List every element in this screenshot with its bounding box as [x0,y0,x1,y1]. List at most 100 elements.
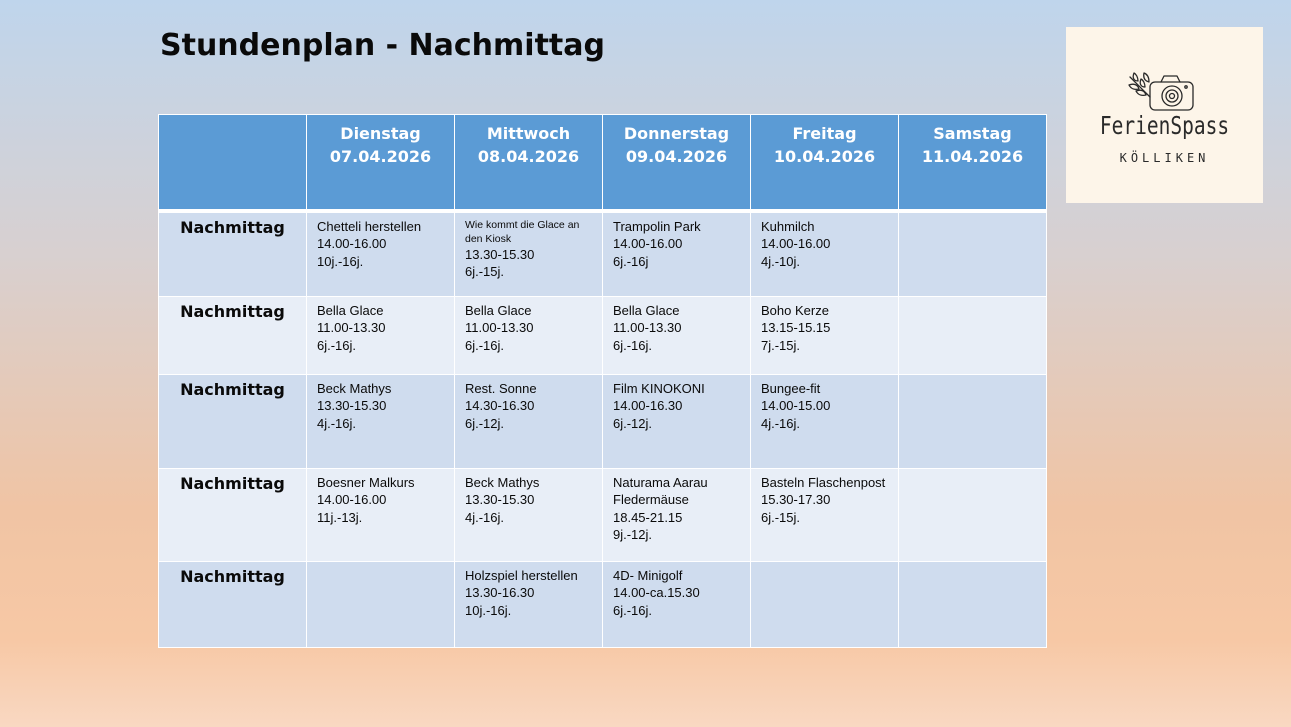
row-label: Nachmittag [158,560,307,648]
activity-name: Wie kommt die Glace an den Kiosk [465,218,580,245]
activity-time: 13.30-15.30 [465,246,535,262]
ferienspass-logo: FerienSpass KÖLLIKEN [1066,27,1263,203]
activity-name: Beck Mathys [317,380,392,396]
activity-cell[interactable]: Bella Glace 11.00-13.30 6j.-16j. [602,295,751,375]
activity-time: 14.30-16.30 [465,398,535,413]
empty-cell [898,295,1047,375]
camera-icon [1128,72,1194,111]
empty-cell [898,467,1047,562]
activity-name: Naturama Aarau [613,474,708,490]
activity-age: 6j.-15j. [465,264,505,279]
activity-name: Trampolin Park [613,218,701,234]
activity-time: 13.30-16.30 [465,585,535,600]
activity-name: Beck Mathys [465,474,540,490]
activity-time: 13.30-15.30 [465,492,535,507]
page-title: Stundenplan - Nachmittag [160,28,605,63]
activity-time: 13.15-15.15 [761,320,831,335]
activity-cell[interactable]: Beck Mathys 13.30-15.30 4j.-16j. [306,373,455,469]
activity-cell[interactable]: Naturama Aarau Fledermäuse 18.45-21.15 9… [602,467,751,562]
table-row: Nachmittag Bella Glace 11.00-13.30 6j.-1… [158,295,1047,375]
activity-time: 15.30-17.30 [761,492,831,507]
activity-cell[interactable]: Bella Glace 11.00-13.30 6j.-16j. [306,295,455,375]
activity-time: 14.00-ca.15.30 [613,585,700,600]
activity-cell[interactable]: Wie kommt die Glace an den Kiosk 13.30-1… [454,210,603,297]
activity-cell[interactable]: Film KINOKONI 14.00-16.30 6j.-12j. [602,373,751,469]
activity-age: 6j.-12j. [465,415,505,431]
row-label: Nachmittag [158,467,307,562]
activity-time: 11.00-13.30 [465,320,534,335]
day-name: Mittwoch [486,124,571,143]
activity-cell[interactable]: Chetteli herstellen 14.00-16.00 10j.-16j… [306,210,455,297]
activity-cell[interactable]: 4D- Minigolf 14.00-ca.15.30 6j.-16j. [602,560,751,648]
day-name: Donnerstag [623,124,730,143]
header-day-donnerstag: Donnerstag 09.04.2026 [602,114,751,213]
activity-age: 6j.-15j. [761,509,801,525]
activity-cell[interactable]: Boesner Malkurs 14.00-16.00 11j.-13j. [306,467,455,562]
activity-name: Bella Glace [613,302,680,318]
activity-cell[interactable]: Boho Kerze 13.15-15.15 7j.-15j. [750,295,899,375]
activity-name: Chetteli herstellen [317,218,422,234]
logo-wordmark: FerienSpass [1099,111,1230,140]
activity-cell[interactable]: Beck Mathys 13.30-15.30 4j.-16j. [454,467,603,562]
activity-time: 14.00-16.00 [613,236,683,251]
activity-name: 4D- Minigolf [613,567,683,583]
table-row: Nachmittag Holzspiel herstellen 13.30-16… [158,560,1047,648]
activity-cell[interactable]: Kuhmilch 14.00-16.00 4j.-10j. [750,210,899,297]
activity-age: 11j.-13j. [317,509,363,525]
day-date: 08.04.2026 [477,147,580,166]
table-row: Nachmittag Chetteli herstellen 14.00-16.… [158,210,1047,297]
empty-cell [898,560,1047,648]
activity-age: 6j.-16j. [613,337,653,353]
activity-age: 6j.-16j. [465,337,505,353]
header-day-dienstag: Dienstag 07.04.2026 [306,114,455,213]
activity-cell[interactable]: Trampolin Park 14.00-16.00 6j.-16j [602,210,751,297]
activity-cell[interactable]: Rest. Sonne 14.30-16.30 6j.-12j. [454,373,603,469]
activity-name: Basteln Flaschenpost [761,474,886,490]
activity-age: 4j.-16j. [465,509,505,525]
activity-cell[interactable]: Basteln Flaschenpost 15.30-17.30 6j.-15j… [750,467,899,562]
activity-time: 14.00-15.00 [761,398,831,413]
activity-time: 14.00-16.00 [317,492,387,507]
activity-age: 6j.-16j. [613,602,653,618]
activity-name: Boho Kerze [761,302,829,318]
activity-name: Film KINOKONI [613,380,705,396]
activity-time: 14.00-16.30 [613,398,683,413]
row-label: Nachmittag [158,295,307,375]
table-row: Nachmittag Beck Mathys 13.30-15.30 4j.-1… [158,373,1047,469]
day-name: Samstag [933,124,1012,143]
activity-name: Bella Glace [317,302,384,318]
activity-age: 6j.-16j. [317,337,357,353]
day-date: 11.04.2026 [921,147,1024,166]
day-date: 07.04.2026 [329,147,432,166]
activity-name: Bella Glace [465,302,532,318]
activity-name: Holzspiel herstellen [465,567,578,583]
row-label: Nachmittag [158,373,307,469]
activity-age: 9j.-12j. [613,527,653,542]
day-date: 09.04.2026 [625,147,728,166]
schedule-table: Dienstag 07.04.2026 Mittwoch 08.04.2026 … [158,114,1047,648]
activity-age: 4j.-10j. [761,253,801,269]
header-day-mittwoch: Mittwoch 08.04.2026 [454,114,603,213]
empty-cell [898,373,1047,469]
header-corner-cell [158,114,307,213]
activity-name: Rest. Sonne [465,380,537,396]
header-day-freitag: Freitag 10.04.2026 [750,114,899,213]
logo-subtitle: KÖLLIKEN [1119,151,1210,165]
activity-age: 6j.-16j [613,253,649,269]
activity-age: 10j.-16j. [465,602,512,618]
header-day-samstag: Samstag 11.04.2026 [898,114,1047,213]
day-name: Freitag [792,124,857,143]
table-header-row: Dienstag 07.04.2026 Mittwoch 08.04.2026 … [158,114,1047,213]
activity-time: 18.45-21.15 [613,509,683,525]
activity-subtitle: Fledermäuse [613,492,689,507]
activity-time: 14.00-16.00 [317,236,387,251]
row-label: Nachmittag [158,210,307,297]
activity-time: 13.30-15.30 [317,398,387,413]
activity-age: 4j.-16j. [761,415,801,431]
activity-age: 6j.-12j. [613,415,653,431]
activity-name: Bungee-fit [761,380,821,396]
activity-cell[interactable]: Bella Glace 11.00-13.30 6j.-16j. [454,295,603,375]
activity-cell[interactable]: Holzspiel herstellen 13.30-16.30 10j.-16… [454,560,603,648]
activity-cell[interactable]: Bungee-fit 14.00-15.00 4j.-16j. [750,373,899,469]
activity-name: Boesner Malkurs [317,474,415,490]
